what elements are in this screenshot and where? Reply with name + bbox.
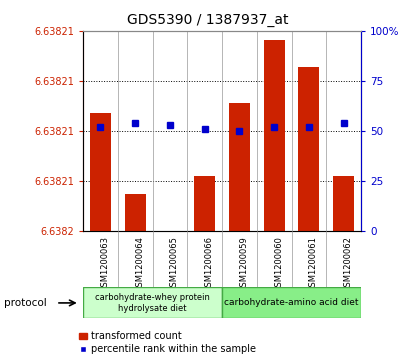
Bar — [83, 287, 222, 318]
Bar — [124, 194, 146, 231]
Bar — [264, 40, 285, 231]
Bar — [333, 176, 354, 231]
Text: carbohydrate-amino acid diet: carbohydrate-amino acid diet — [224, 298, 359, 307]
Bar — [222, 287, 361, 318]
Bar — [298, 67, 320, 231]
Text: GSM1200061: GSM1200061 — [309, 236, 318, 292]
Text: protocol: protocol — [4, 298, 47, 308]
Bar — [229, 103, 250, 231]
Bar — [194, 176, 215, 231]
Text: GSM1200062: GSM1200062 — [344, 236, 353, 292]
Text: GSM1200060: GSM1200060 — [274, 236, 283, 292]
Bar — [90, 113, 111, 231]
Text: carbohydrate-whey protein
hydrolysate diet: carbohydrate-whey protein hydrolysate di… — [95, 293, 210, 313]
Text: GSM1200064: GSM1200064 — [135, 236, 144, 292]
Text: GSM1200063: GSM1200063 — [100, 236, 110, 292]
Text: GSM1200065: GSM1200065 — [170, 236, 179, 292]
Text: GSM1200059: GSM1200059 — [239, 236, 249, 292]
Legend: transformed count, percentile rank within the sample: transformed count, percentile rank withi… — [76, 327, 260, 358]
Text: GSM1200066: GSM1200066 — [205, 236, 214, 292]
Text: GDS5390 / 1387937_at: GDS5390 / 1387937_at — [127, 13, 288, 27]
